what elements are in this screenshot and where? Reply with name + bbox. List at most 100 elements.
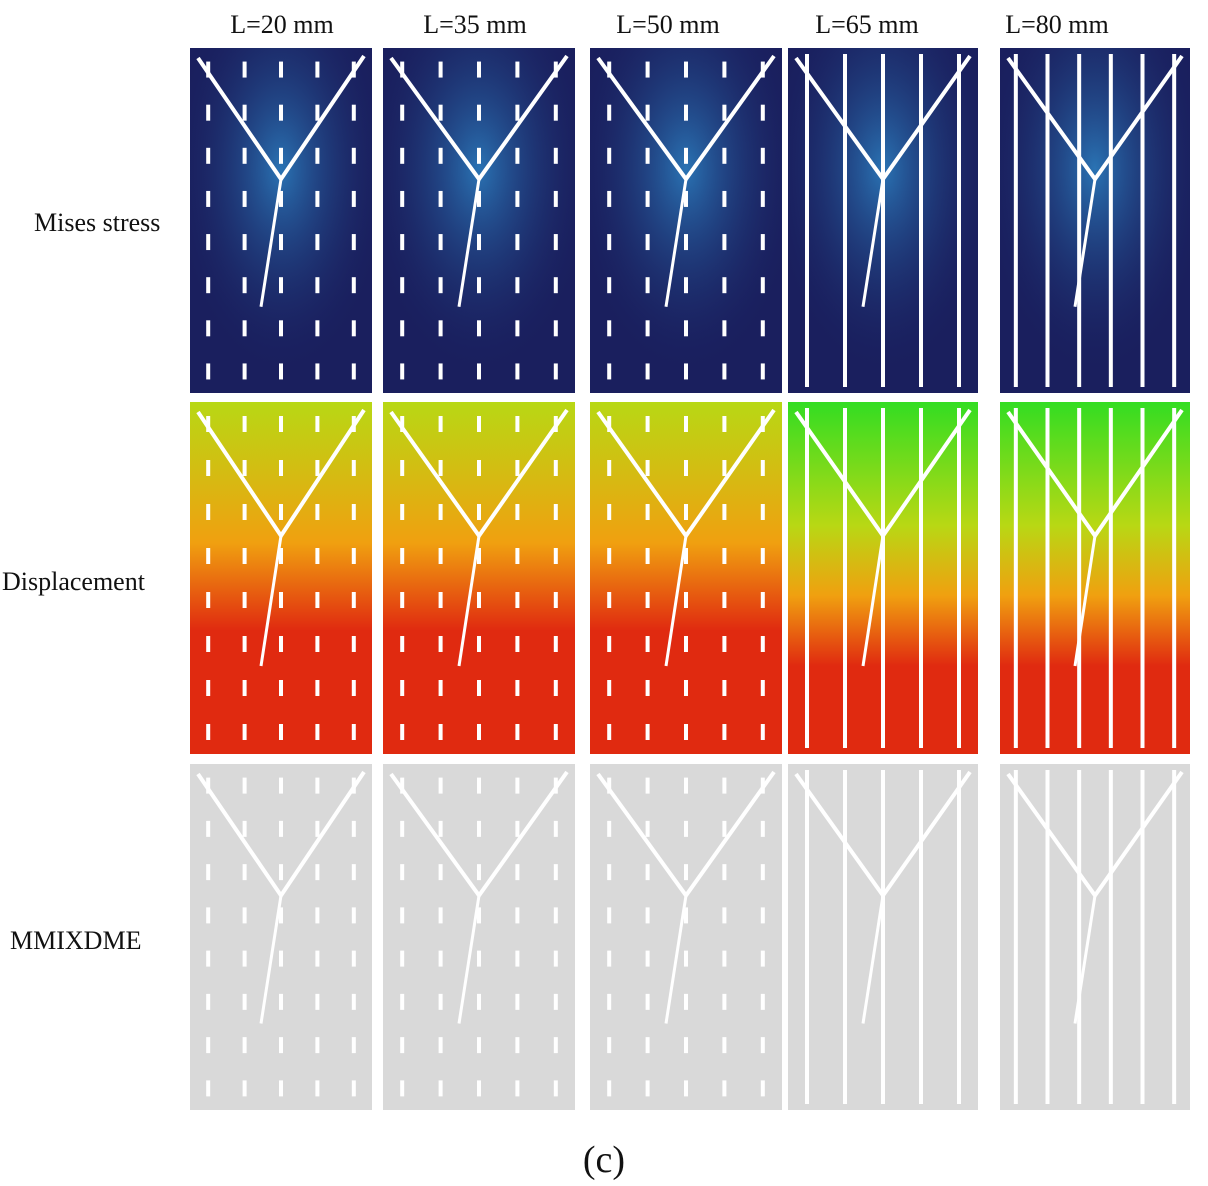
slot-dash (553, 504, 558, 520)
slot-dash (351, 950, 356, 967)
slot-dash (760, 147, 765, 164)
slot-dash (760, 190, 765, 207)
slot-dash (760, 636, 765, 652)
slot-dash (438, 724, 443, 740)
slot-dash (400, 724, 405, 740)
slot-dash (206, 190, 211, 207)
panel-body (383, 402, 575, 754)
slot-dash (553, 147, 558, 164)
slot-dash (645, 460, 650, 476)
slot-dash (400, 592, 405, 608)
slot-dash (684, 950, 688, 967)
slot-dash (760, 993, 765, 1010)
slot-dash (553, 724, 558, 740)
slot-dash (722, 864, 727, 881)
slot-dash (722, 777, 727, 794)
slot-dash (279, 820, 283, 837)
slot-dash (684, 777, 688, 794)
slot-dash (351, 1037, 356, 1054)
stress-highlight (383, 48, 575, 393)
slot-line (1013, 770, 1018, 1104)
slot-dash (351, 724, 356, 740)
slot-dash (553, 993, 558, 1010)
slot-line (805, 770, 809, 1104)
slot-dash (400, 190, 405, 207)
column-label-4: L=65 mm (815, 10, 919, 39)
slot-line (1172, 770, 1177, 1104)
crack-path (1073, 178, 1097, 307)
slot-dash (760, 460, 765, 476)
slot-line (1045, 54, 1050, 387)
slot-dash (242, 777, 247, 794)
slot-line (919, 770, 923, 1104)
slot-dash (242, 950, 247, 967)
slot-line (1077, 408, 1082, 748)
slot-dash (722, 820, 727, 837)
slot-dash (206, 592, 211, 608)
figure-caption: (c) (582, 1139, 626, 1181)
slot-line (1077, 54, 1082, 387)
slot-dash (315, 104, 320, 121)
slot-dash (351, 636, 356, 652)
crack-path (457, 535, 481, 667)
slot-dash (351, 234, 356, 251)
slot-dash (438, 1037, 443, 1054)
row-label-mises: Mises stress (34, 208, 161, 237)
slot-dash (351, 190, 356, 207)
slot-dash (351, 504, 356, 520)
slot-dash (515, 190, 520, 207)
slot-dash (645, 680, 650, 696)
crack-path (259, 535, 283, 667)
slot-dash (760, 548, 765, 564)
slot-dash (645, 864, 650, 881)
slot-dash (607, 993, 612, 1010)
slot-line (805, 408, 809, 748)
slot-dash (722, 277, 727, 294)
slot-dash (607, 277, 612, 294)
slot-dash (645, 592, 650, 608)
slot-dash (206, 277, 211, 294)
slot-dash (684, 504, 688, 520)
slot-dash (684, 363, 688, 380)
slot-dash (607, 1037, 612, 1054)
slot-dash (477, 592, 481, 608)
slot-line (1140, 54, 1145, 387)
slot-dash (760, 680, 765, 696)
slot-dash (553, 680, 558, 696)
slot-line (1045, 408, 1050, 748)
slot-dash (515, 460, 520, 476)
slot-dash (279, 724, 283, 740)
slot-dash (515, 504, 520, 520)
slot-dash (477, 104, 481, 121)
slot-dash (760, 277, 765, 294)
slot-dash (438, 548, 443, 564)
slot-dash (315, 61, 320, 78)
slot-dash (645, 147, 650, 164)
panel-body (590, 402, 782, 754)
slot-dash (315, 636, 320, 652)
slot-dash (351, 147, 356, 164)
slot-dash (351, 1080, 356, 1097)
slot-dash (553, 320, 558, 337)
slot-dash (400, 548, 405, 564)
panel-disp-2 (383, 402, 575, 754)
slot-dash (722, 993, 727, 1010)
slot-line (881, 408, 885, 748)
slot-dash (351, 104, 356, 121)
slot-dash (684, 416, 688, 432)
slot-dash (645, 61, 650, 78)
slot-dash (760, 864, 765, 881)
slot-dash (760, 320, 765, 337)
slot-dash (279, 680, 283, 696)
slot-dash (477, 416, 481, 432)
slot-dash (553, 820, 558, 837)
slot-dash (607, 724, 612, 740)
slot-dash (400, 504, 405, 520)
slot-dash (438, 907, 443, 924)
slot-dash (242, 147, 247, 164)
row-label-displacement: Displacement (2, 567, 145, 596)
slot-dash (351, 993, 356, 1010)
slot-dash (315, 864, 320, 881)
slot-line (881, 770, 885, 1104)
slot-dash (722, 234, 727, 251)
